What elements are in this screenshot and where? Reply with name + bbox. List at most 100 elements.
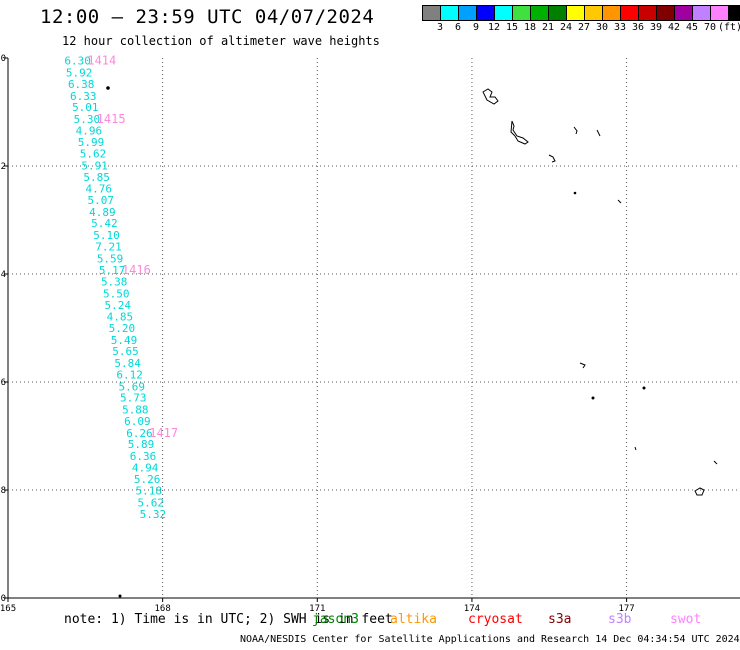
- latitude-tick-label: -8: [0, 486, 6, 496]
- legend-color-box: [621, 6, 639, 20]
- swh-value-label: 4.89: [89, 206, 116, 219]
- island-dot: [118, 594, 122, 598]
- longitude-tick-label: 177: [618, 604, 634, 614]
- swh-value-label: 6.26: [126, 427, 153, 440]
- legend-tick-label: 9: [472, 22, 480, 33]
- island-outline: [694, 487, 705, 496]
- latitude-tick-label: -6: [0, 378, 6, 388]
- longitude-tick-label: 168: [155, 604, 171, 614]
- wave-height-color-legend: 3 6 9 12 15 18 21 24 27 30 33 36 39 42 45 70 (ft): [422, 5, 740, 39]
- island-outline: [579, 362, 586, 369]
- latitude-tick-label: -10: [0, 594, 6, 604]
- island-dot: [106, 86, 110, 90]
- pass-number-labels: 1414 1415 1416 1417: [87, 54, 178, 440]
- swh-value-label: 5.69: [118, 380, 145, 393]
- island-dot: [591, 396, 595, 400]
- swh-value-label: 5.17: [99, 264, 126, 277]
- map-subtitle: 12 hour collection of altimeter wave hei…: [62, 34, 380, 48]
- swh-value-label: 5.32: [140, 508, 167, 521]
- island-outline: [548, 154, 556, 163]
- legend-color-box: [549, 6, 567, 20]
- map-title: 12:00 – 23:59 UTC 04/07/2024: [40, 6, 375, 28]
- legend-tick-label: 70: [703, 22, 717, 33]
- legend-color-box: [711, 6, 729, 20]
- satellite-legend-swot: swot: [670, 612, 702, 627]
- island-outline: [617, 199, 622, 204]
- legend-color-box: [495, 6, 513, 20]
- map-grid: 0 -2 -4 -6 -8 -10165 168 171 174 177: [0, 54, 740, 614]
- swh-value-label: 5.85: [83, 171, 110, 184]
- island-outline: [596, 129, 601, 137]
- legend-tick-label: 30: [595, 22, 609, 33]
- swh-value-label: 6.38: [68, 78, 95, 91]
- longitude-tick-label: 174: [464, 604, 480, 614]
- island-dot: [642, 386, 646, 390]
- swh-value-label: 5.73: [120, 392, 147, 405]
- swh-value-label: 5.50: [103, 287, 130, 300]
- swh-value-label: 5.89: [128, 438, 155, 451]
- island-coastlines: [106, 86, 718, 598]
- swh-value-label: 5.30: [74, 113, 101, 126]
- latitude-tick-label: -2: [0, 162, 6, 172]
- legend-tick-label: (ft): [717, 22, 740, 33]
- longitude-tick-label: 165: [0, 604, 16, 614]
- legend-color-box: [513, 6, 531, 20]
- swh-value-label: 5.01: [72, 101, 99, 114]
- altimeter-track-labels: 6.305.926.386.335.015.304.965.995.625.91…: [64, 55, 166, 521]
- legend-color-box: [729, 6, 740, 20]
- legend-tick-label: 42: [667, 22, 681, 33]
- swh-value-label: 5.24: [105, 299, 132, 312]
- pass-number-label: 1417: [149, 426, 178, 440]
- legend-tick-label: 3: [436, 22, 444, 33]
- swh-value-label: 6.30: [64, 55, 91, 68]
- swh-value-label: 4.76: [85, 183, 112, 196]
- swh-value-label: 5.10: [93, 229, 120, 242]
- legend-tick-label: 36: [631, 22, 645, 33]
- legend-tick-label: 18: [523, 22, 537, 33]
- legend-color-box: [531, 6, 549, 20]
- swh-value-label: 5.91: [81, 159, 108, 172]
- island-outline: [713, 460, 718, 465]
- swh-value-label: 7.21: [95, 240, 122, 253]
- island-outline: [573, 126, 578, 135]
- legend-color-box: [657, 6, 675, 20]
- legend-tick-label: 39: [649, 22, 663, 33]
- legend-color-box: [693, 6, 711, 20]
- legend-tick-label: 24: [559, 22, 573, 33]
- island-dot: [573, 191, 577, 195]
- latitude-tick-label: 0: [1, 54, 6, 64]
- legend-tick-label: 27: [577, 22, 591, 33]
- swh-value-label: 5.88: [122, 404, 149, 417]
- satellite-legend-s3b: s3b: [608, 612, 632, 627]
- swh-value-label: 6.33: [70, 90, 97, 103]
- latitude-tick-label: -4: [0, 270, 6, 280]
- swh-value-label: 5.07: [88, 194, 115, 207]
- swh-value-label: 5.92: [66, 67, 93, 80]
- legend-tick-label: 21: [541, 22, 555, 33]
- swh-value-label: 6.36: [130, 450, 157, 463]
- swh-value-label: 5.38: [101, 276, 128, 289]
- legend-scale-labels: 3 6 9 12 15 18 21 24 27 30 33 36 39 42 45 70 (ft): [422, 22, 740, 36]
- swh-value-label: 6.12: [116, 368, 143, 381]
- swh-value-label: 5.18: [135, 485, 162, 498]
- swh-value-label: 4.94: [132, 461, 159, 474]
- legend-color-box: [459, 6, 477, 20]
- satellite-legend-s3a: s3a: [548, 612, 572, 627]
- legend-tick-label: 12: [487, 22, 501, 33]
- swh-value-label: 4.96: [76, 124, 103, 137]
- legend-color-scale: [422, 5, 740, 21]
- swh-value-label: 5.59: [97, 252, 124, 265]
- satellite-legend-altika: altika: [390, 612, 437, 627]
- swh-value-label: 5.99: [78, 136, 105, 149]
- satellite-legend-cryosat: cryosat: [468, 612, 523, 627]
- legend-tick-label: 6: [454, 22, 462, 33]
- legend-color-box: [675, 6, 693, 20]
- longitude-tick-label: 171: [309, 604, 325, 614]
- swh-value-label: 6.09: [124, 415, 151, 428]
- legend-color-box: [585, 6, 603, 20]
- legend-tick-label: 33: [613, 22, 627, 33]
- swh-value-label: 5.84: [114, 357, 141, 370]
- island-outline: [510, 120, 529, 145]
- legend-color-box: [603, 6, 621, 20]
